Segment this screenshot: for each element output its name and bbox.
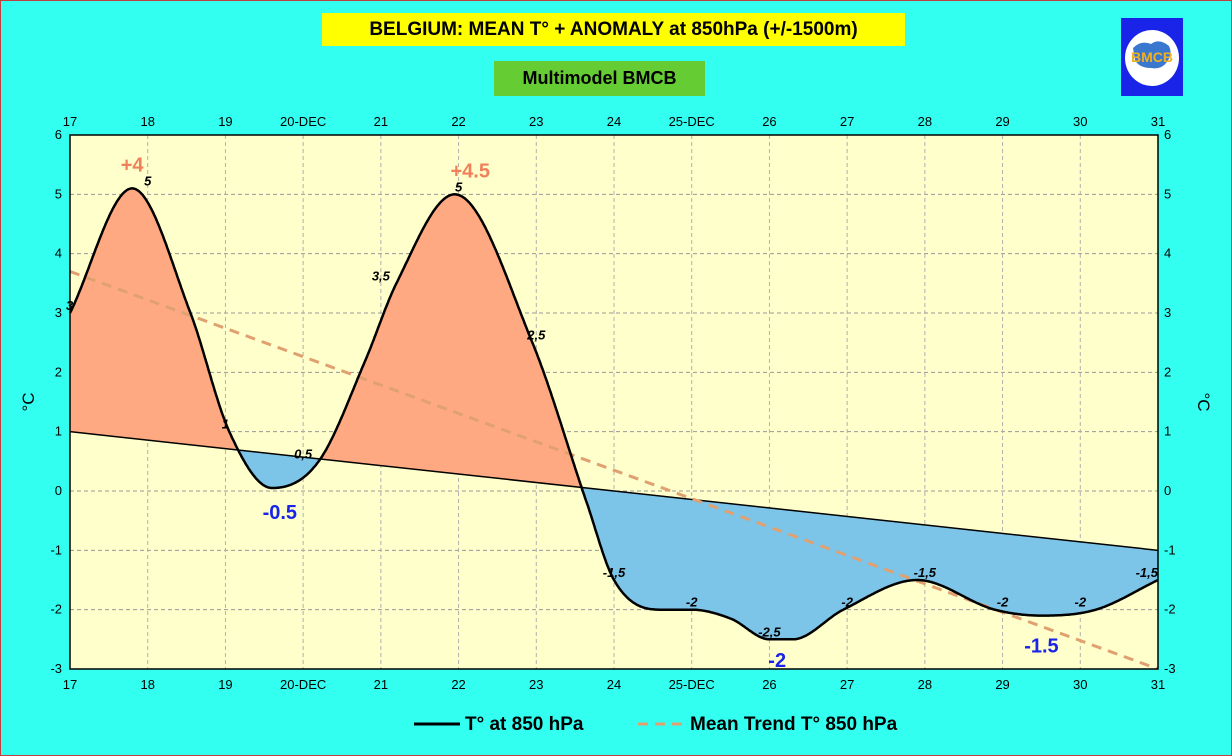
legend: T° at 850 hPa Mean Trend T° 850 hPa — [414, 714, 898, 735]
cold-anomaly-label: -1.5 — [1024, 635, 1058, 657]
x-tick-label-top: 21 — [374, 114, 388, 129]
warm-anomaly-label: +4 — [121, 155, 145, 177]
x-tick-label-bottom: 23 — [529, 677, 543, 692]
y-tick-label-left: 2 — [55, 364, 62, 379]
data-label: -2 — [841, 595, 853, 610]
legend-label-temperature: T° at 850 hPa — [465, 714, 584, 735]
x-tick-label-top: 18 — [140, 114, 154, 129]
y-tick-label-right: 6 — [1164, 127, 1171, 142]
y-tick-label-right: 5 — [1164, 186, 1171, 201]
y-tick-label-right: 3 — [1164, 305, 1171, 320]
y-axis-label-right: °C — [1194, 392, 1213, 411]
series-lines — [68, 187, 1159, 671]
plot-border — [69, 134, 1159, 670]
cold-anomaly-label: -0.5 — [263, 502, 297, 524]
data-label: -2 — [686, 595, 698, 610]
x-tick-label-bottom: 22 — [451, 677, 465, 692]
x-tick-label-bottom: 24 — [607, 677, 621, 692]
axis-ticks: 6 65 54 43 32 21 10 0-1 -1-2 -2-3 -317171818191920… — [50, 114, 1175, 692]
trend-line — [69, 270, 1159, 671]
bmcb-logo-icon: BMCB — [1121, 18, 1183, 96]
data-label: 2,5 — [526, 328, 546, 343]
x-tick-label-top: 20-DEC — [280, 114, 326, 129]
y-tick-label-left: 6 — [55, 127, 62, 142]
data-label: 3,5 — [372, 268, 391, 283]
logo-text: BMCB — [1131, 49, 1173, 65]
x-tick-label-top: 25-DEC — [669, 114, 715, 129]
temperature-line — [68, 187, 1159, 641]
warm-anomaly-area — [70, 188, 239, 450]
x-tick-label-top: 26 — [762, 114, 776, 129]
data-label: -1,5 — [1136, 565, 1159, 580]
x-tick-label-top: 19 — [218, 114, 232, 129]
y-tick-label-left: 3 — [55, 305, 62, 320]
data-label: 0,5 — [294, 446, 313, 461]
data-label: -2 — [997, 595, 1009, 610]
y-tick-label-right: 1 — [1164, 424, 1171, 439]
x-tick-label-bottom: 18 — [140, 677, 154, 692]
y-axis-label-left: °C — [19, 392, 38, 411]
x-tick-label-top: 17 — [63, 114, 77, 129]
data-label: 5 — [144, 173, 152, 188]
y-tick-label-right: 2 — [1164, 364, 1171, 379]
baseline-line — [69, 430, 1159, 552]
x-tick-label-top: 23 — [529, 114, 543, 129]
y-tick-label-right: 0 — [1164, 483, 1171, 498]
y-tick-label-right: -3 — [1164, 661, 1176, 676]
warm-anomaly-area — [320, 194, 582, 488]
x-tick-label-bottom: 30 — [1073, 677, 1087, 692]
x-tick-label-bottom: 31 — [1151, 677, 1165, 692]
x-tick-label-top: 31 — [1151, 114, 1165, 129]
chart-subtitle: Multimodel BMCB — [494, 61, 705, 96]
data-label: -1,5 — [603, 565, 626, 580]
x-tick-label-top: 27 — [840, 114, 854, 129]
x-tick-label-top: 28 — [918, 114, 932, 129]
warm-anomaly-label: +4.5 — [450, 161, 489, 183]
data-label: -2 — [1075, 595, 1087, 610]
x-tick-label-top: 29 — [995, 114, 1009, 129]
chart-labels: 3 5 1 0,5 3,5 5 2,5 -1,5 -2 -2,5 -2 -1,5 -2 -2 -1,5 +4 +… — [66, 155, 1159, 672]
cold-anomaly-area — [238, 450, 321, 488]
x-tick-label-top: 22 — [451, 114, 465, 129]
y-tick-label-left: 0 — [55, 483, 62, 498]
chart-title: BELGIUM: MEAN T° + ANOMALY at 850hPa (+/… — [322, 13, 905, 46]
legend-label-trend: Mean Trend T° 850 hPa — [690, 714, 898, 735]
x-tick-label-bottom: 28 — [918, 677, 932, 692]
x-tick-label-bottom: 25-DEC — [669, 677, 715, 692]
y-tick-label-left: 5 — [55, 186, 62, 201]
y-tick-label-left: -1 — [50, 542, 62, 557]
x-tick-label-bottom: 27 — [840, 677, 854, 692]
y-tick-label-right: -1 — [1164, 542, 1176, 557]
x-tick-label-bottom: 17 — [63, 677, 77, 692]
x-tick-label-bottom: 20-DEC — [280, 677, 326, 692]
x-tick-label-bottom: 26 — [762, 677, 776, 692]
x-tick-label-top: 24 — [607, 114, 621, 129]
x-tick-label-bottom: 21 — [374, 677, 388, 692]
data-label: 1 — [222, 417, 229, 432]
data-label: 5 — [455, 179, 463, 194]
data-label: 3 — [66, 298, 74, 313]
y-tick-label-left: 1 — [55, 424, 62, 439]
x-tick-label-bottom: 29 — [995, 677, 1009, 692]
data-label: -1,5 — [914, 565, 937, 580]
y-tick-label-left: 4 — [55, 246, 62, 261]
y-tick-label-left: -3 — [50, 661, 62, 676]
y-tick-label-right: -2 — [1164, 602, 1176, 617]
x-tick-label-bottom: 19 — [218, 677, 232, 692]
data-label: -2,5 — [758, 624, 781, 639]
y-tick-label-left: -2 — [50, 602, 62, 617]
y-tick-label-right: 4 — [1164, 246, 1171, 261]
cold-anomaly-label: -2 — [768, 650, 786, 672]
x-tick-label-top: 30 — [1073, 114, 1087, 129]
